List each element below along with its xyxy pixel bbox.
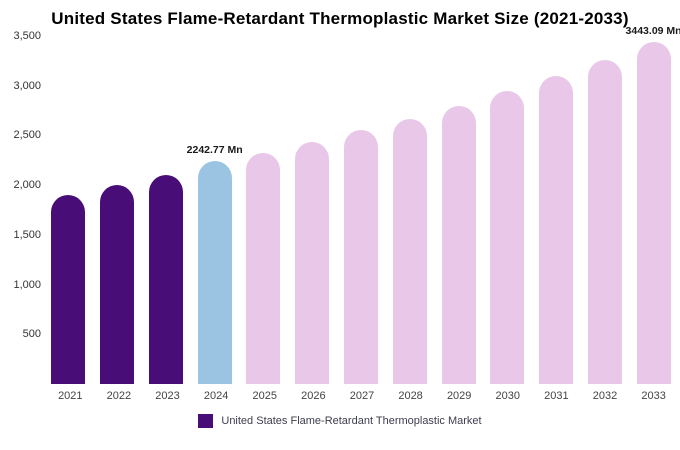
bar-slot [434,36,483,384]
bar-2031 [539,75,574,384]
x-tick-label: 2024 [203,390,229,402]
y-axis: 3,500 3,000 2,500 2,000 1,500 1,000 500 [6,30,44,384]
x-tick-label: 2028 [398,390,423,402]
x-tick-label: 2022 [106,390,132,402]
y-tick-label: 1,500 [13,228,41,241]
y-tick-label: 500 [22,328,41,341]
x-tick-label: 2029 [446,390,472,402]
bar-slot [44,36,93,384]
bar-2027 [343,130,378,384]
legend-label: United States Flame-Retardant Thermoplas… [221,415,482,427]
y-tick-label: 1,000 [13,278,41,291]
bar-2023 [148,175,183,384]
plot-area: 2242.77 Mn 3443.09 Mn [44,25,680,384]
bar-slot [288,36,337,384]
x-tick-label: 2031 [544,390,569,402]
bars-container: 2242.77 Mn 3443.09 Mn [44,25,680,384]
y-tick-label: 2,000 [13,179,41,192]
x-tick-label: 2025 [252,390,277,402]
y-tick-label: 3,500 [13,30,41,42]
bar-2033 [636,41,671,384]
bar-2028 [392,118,427,384]
bar-2024 [197,161,232,384]
bar-value-label: 2242.77 Mn [186,144,243,157]
x-tick-label: 2026 [301,390,326,402]
bar-slot [239,36,288,384]
bar-slot [337,36,386,384]
x-tick-label: 2030 [495,390,521,402]
x-tick-label: 2033 [641,390,666,402]
bar-2030 [490,90,525,384]
bar-value-label: 3443.09 Mn [625,24,680,37]
bar-slot [93,36,142,384]
x-tick-label: 2032 [592,390,618,402]
legend: United States Flame-Retardant Thermoplas… [0,414,680,428]
bar-2025 [246,153,281,384]
legend-swatch [198,414,214,428]
bar-2029 [441,105,476,384]
bar-slot [483,36,532,384]
x-tick-label: 2027 [349,390,375,402]
y-tick-label: 3,000 [13,79,41,92]
bar-slot: 3443.09 Mn [626,25,680,384]
bar-slot: 2242.77 Mn [187,36,243,384]
bar-2026 [295,142,330,384]
plot-region: 3,500 3,000 2,500 2,000 1,500 1,000 500 2242.7… [0,25,680,384]
chart-title: United States Flame-Retardant Thermoplas… [51,9,629,28]
bar-2021 [51,195,86,384]
x-tick-label: 2021 [58,390,83,402]
bar-slot [532,36,581,384]
bar-slot [385,36,434,384]
bar-2032 [587,59,622,384]
x-tick-label: 2023 [155,390,180,402]
x-axis: 2021 2022 2023 2024 2025 2026 2027 2028 2029 2030… [0,390,680,402]
bar-slot [580,36,629,384]
bar-slot [142,36,191,384]
bar-2022 [100,185,135,384]
y-tick-label: 2,500 [13,129,41,142]
